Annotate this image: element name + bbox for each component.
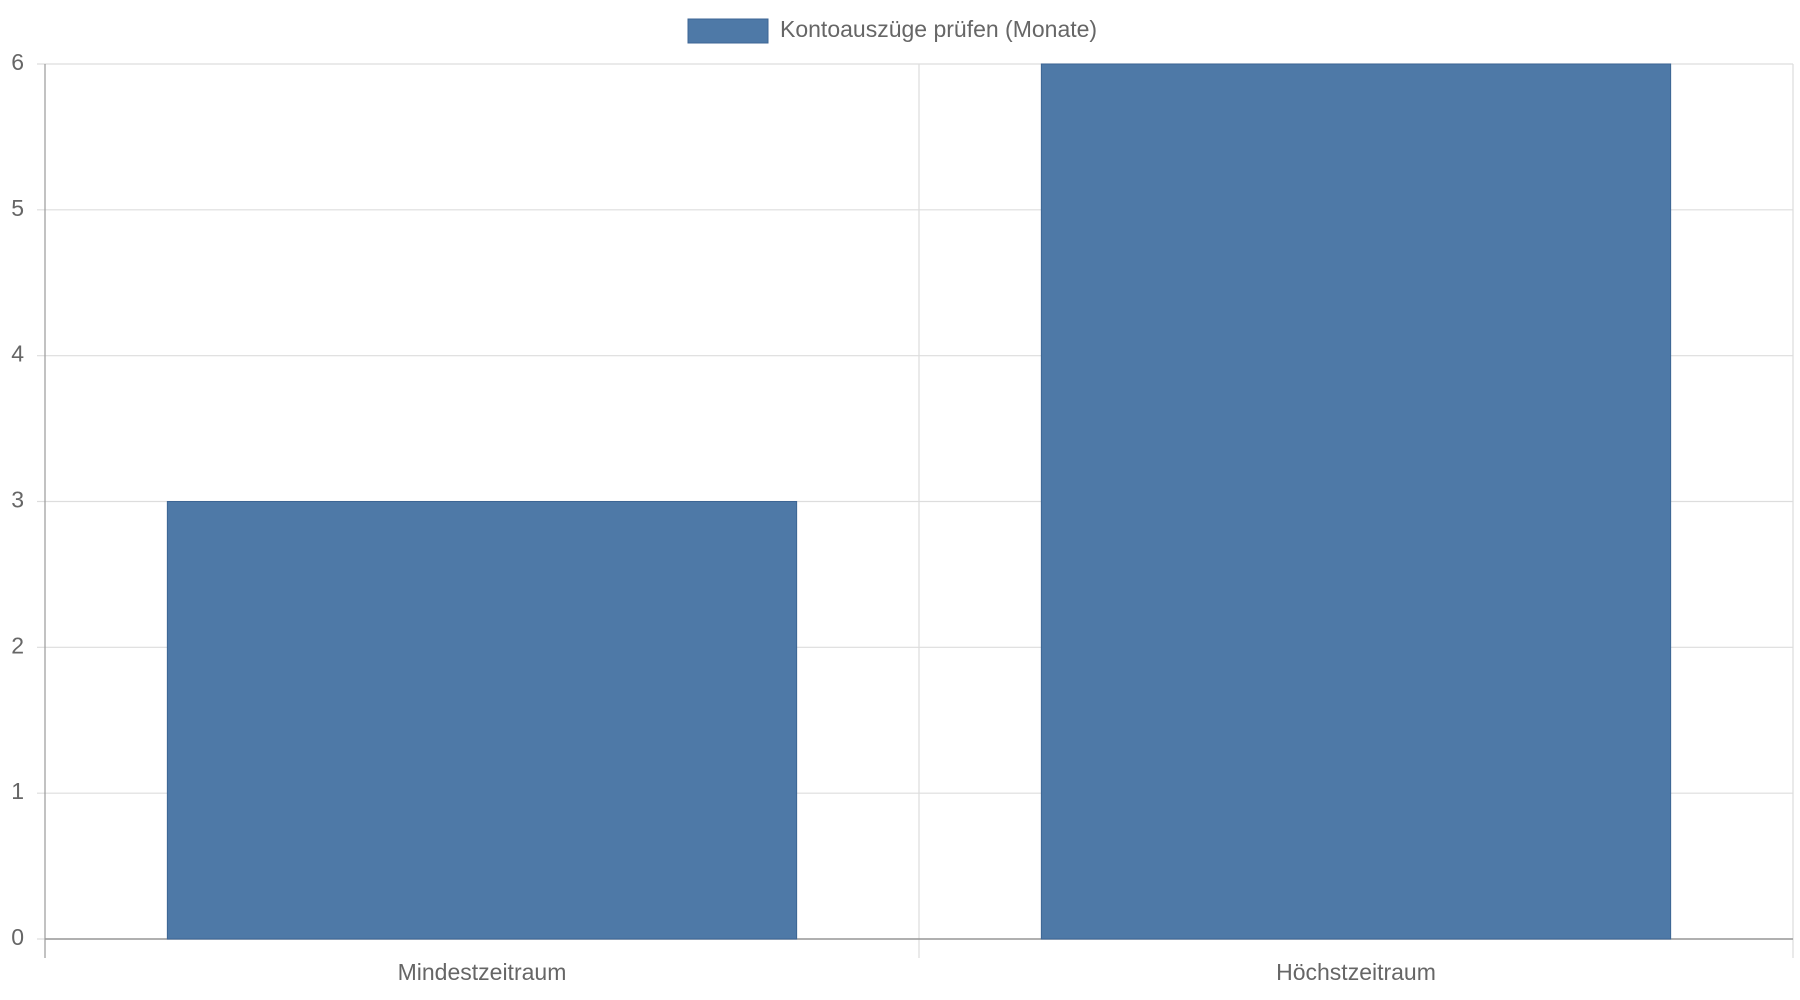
x-tick-label: Höchstzeitraum	[1276, 959, 1436, 985]
y-tick-label: 1	[11, 778, 24, 804]
bar	[1040, 63, 1672, 940]
y-tick-label: 4	[11, 341, 24, 367]
y-tick-label: 3	[11, 487, 24, 513]
x-tick-label: Mindestzeitraum	[398, 959, 567, 985]
y-tick-label: 0	[11, 924, 24, 950]
y-tick-label: 5	[11, 195, 24, 221]
y-tick-label: 2	[11, 632, 24, 658]
y-tick-label: 6	[11, 49, 24, 75]
legend-swatch	[687, 18, 769, 44]
legend-label: Kontoauszüge prüfen (Monate)	[780, 16, 1097, 42]
bar	[166, 501, 798, 940]
